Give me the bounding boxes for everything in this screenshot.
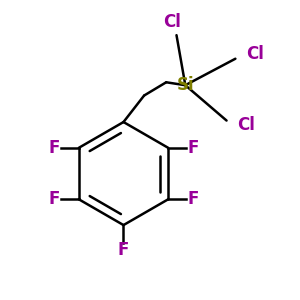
Text: F: F: [48, 190, 59, 208]
Text: Cl: Cl: [246, 45, 264, 63]
Text: Si: Si: [176, 76, 194, 94]
Text: F: F: [118, 241, 129, 259]
Text: F: F: [188, 139, 199, 157]
Text: Cl: Cl: [163, 13, 181, 31]
Text: F: F: [48, 139, 59, 157]
Text: F: F: [188, 190, 199, 208]
Text: Cl: Cl: [237, 116, 255, 134]
